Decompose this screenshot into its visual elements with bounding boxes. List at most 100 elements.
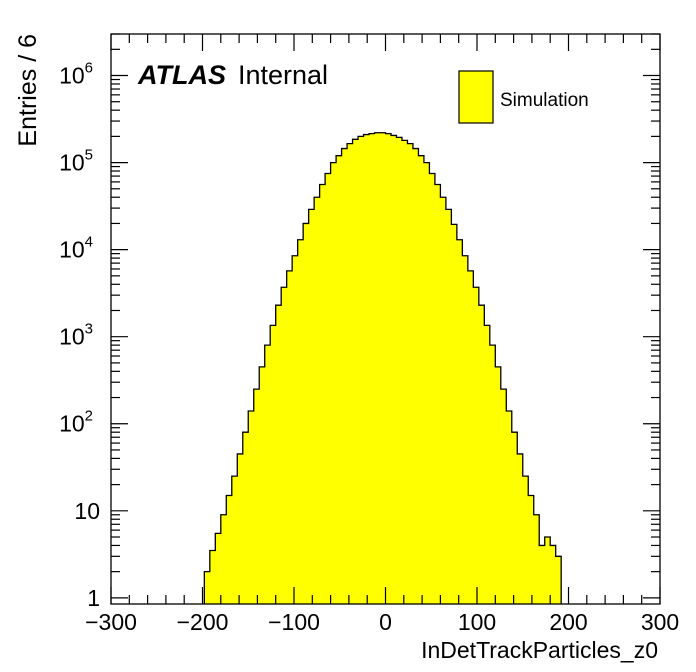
histogram-bar	[445, 209, 452, 604]
y-tick-base: 10	[59, 237, 85, 263]
histogram-bar	[314, 197, 321, 604]
histogram-bar	[511, 432, 518, 604]
histogram-bar	[517, 453, 524, 604]
histogram-bar	[226, 495, 233, 604]
histogram-bar	[325, 173, 331, 604]
histogram-bar	[418, 155, 425, 604]
y-tick-exponent: 6	[85, 60, 93, 77]
x-tick-label: −300	[85, 609, 137, 635]
legend: Simulation	[458, 70, 589, 124]
histogram-bar	[292, 255, 299, 604]
legend-entry: Simulation	[500, 90, 589, 111]
y-tick-label: 104	[59, 234, 93, 263]
histogram-bar	[270, 325, 277, 604]
y-tick-exponent: 5	[85, 147, 93, 164]
histogram-bars	[204, 132, 562, 605]
histogram-bar	[500, 389, 507, 604]
histogram-bar	[253, 389, 260, 604]
y-tick-label: 105	[59, 147, 93, 176]
legend-swatch	[458, 70, 494, 124]
histogram-bar	[495, 366, 502, 604]
histogram-bar	[374, 132, 381, 604]
y-tick-base: 10	[59, 63, 85, 89]
histogram-bar	[308, 209, 315, 604]
histogram-bar	[330, 162, 337, 604]
histogram-bar	[451, 224, 458, 604]
x-tick-label: −200	[177, 609, 229, 635]
histogram-bar	[396, 137, 403, 605]
histogram-bar	[407, 143, 414, 604]
histogram-bar	[242, 432, 249, 604]
histogram-bar	[347, 143, 353, 604]
histogram-bar	[462, 255, 469, 604]
histogram-bar	[336, 155, 342, 604]
histogram-bar	[539, 545, 546, 604]
histogram-bar	[478, 305, 485, 604]
atlas-experiment-label: ATLAS	[138, 60, 226, 90]
histogram-bar	[429, 173, 436, 604]
histogram-bar	[484, 325, 491, 604]
histogram-bar	[352, 139, 359, 604]
x-axis: −300 −200 −100 0 100 200 300	[85, 34, 679, 635]
histogram-bar	[555, 556, 562, 604]
histogram-bar	[473, 287, 480, 604]
y-tick-exponent: 3	[85, 321, 93, 338]
histogram-bar	[363, 134, 370, 604]
y-tick-label: 1	[87, 585, 100, 611]
histogram-bar	[220, 514, 227, 604]
histogram-bar	[401, 140, 408, 604]
histogram-bar	[209, 550, 216, 604]
x-tick-label: 200	[549, 609, 587, 635]
histogram-bar	[380, 132, 386, 604]
histogram-bar	[456, 239, 463, 604]
histogram-bar	[385, 133, 392, 605]
y-tick-exponent: 2	[85, 408, 93, 425]
histogram-bar	[440, 197, 447, 604]
atlas-label: ATLAS Internal	[138, 60, 328, 91]
x-axis-label: InDetTrackParticles_z0	[421, 637, 658, 663]
histogram-bar	[423, 162, 430, 604]
histogram-bar	[215, 533, 222, 604]
histogram-bar	[369, 133, 375, 605]
histogram-bar	[281, 287, 288, 604]
histogram-bar	[204, 571, 211, 604]
histogram-bar	[550, 545, 557, 604]
histogram-bar	[533, 514, 540, 604]
histogram-bar	[275, 305, 282, 604]
x-tick-label: 100	[458, 609, 496, 635]
histogram-bar	[544, 537, 551, 604]
x-tick-label: 0	[379, 609, 392, 635]
y-tick-label: 103	[59, 321, 93, 350]
histogram-bar	[489, 345, 496, 604]
histogram-bar	[231, 476, 238, 604]
y-tick-label: 10	[74, 498, 100, 524]
histogram-bar	[434, 184, 441, 604]
histogram-bar	[319, 184, 326, 604]
y-axis-label: Entries / 6	[14, 34, 42, 147]
x-tick-label: 300	[641, 609, 679, 635]
histogram-bar	[297, 239, 304, 604]
histogram-bar	[390, 135, 397, 605]
histogram-bar	[286, 270, 293, 604]
histogram-bar	[522, 476, 529, 604]
histogram-bar	[506, 411, 513, 604]
histogram-bar	[264, 345, 271, 604]
histogram-bar	[341, 148, 348, 605]
y-tick-label: 102	[59, 408, 93, 437]
histogram-bar	[237, 453, 244, 604]
histogram-bar	[303, 223, 310, 605]
y-tick-label: 106	[59, 60, 93, 89]
y-tick-base: 10	[59, 324, 85, 350]
histogram-bar	[259, 366, 266, 604]
histogram-bar	[412, 148, 419, 605]
y-tick-base: 10	[59, 150, 85, 176]
histogram-bar	[248, 411, 255, 604]
y-tick-exponent: 4	[85, 234, 93, 251]
histogram-bar	[528, 495, 535, 604]
y-tick-base: 10	[59, 411, 85, 437]
atlas-status-label: Internal	[238, 60, 329, 90]
histogram-outline	[203, 132, 562, 604]
histogram-bar	[467, 270, 474, 604]
